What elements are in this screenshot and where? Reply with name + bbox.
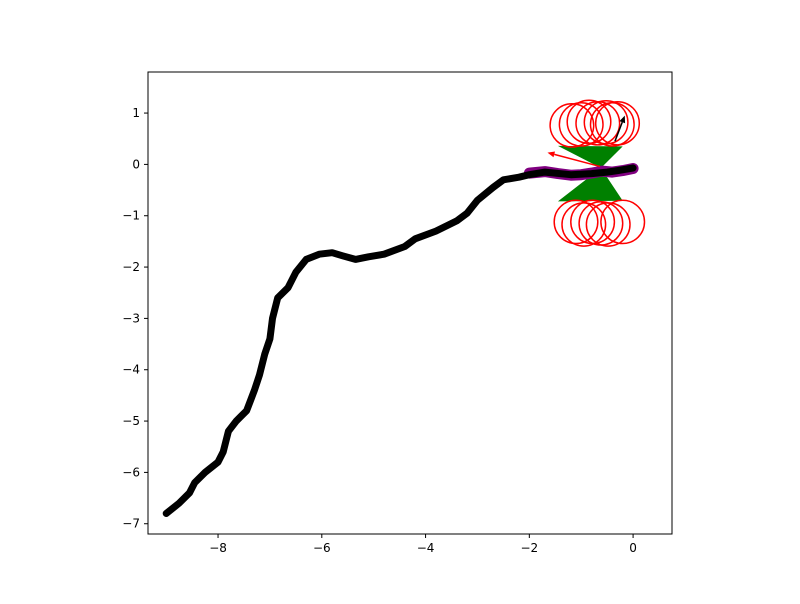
axis-ticks: −8 −6 −4 −2 0 1 0 −1 −2 −3 −4 −5 −6 −7 [122, 106, 637, 555]
plot-area [162, 99, 646, 517]
arrow-1-head [547, 151, 556, 158]
x-tick-label: −8 [209, 541, 227, 555]
obstacle-circle-8 [561, 202, 607, 247]
obstacle-circle-4 [583, 99, 629, 145]
trajectory-line [162, 164, 637, 517]
y-tick-label: −5 [122, 414, 140, 428]
x-tick-label: −6 [313, 541, 331, 555]
obstacle-circle-0 [549, 103, 595, 148]
x-tick-label: −2 [520, 541, 538, 555]
y-tick-label: −2 [122, 260, 140, 274]
x-tick-label: 0 [629, 541, 637, 555]
y-tick-label: −1 [122, 209, 140, 223]
y-tick-label: 1 [132, 106, 140, 120]
y-tick-label: −4 [122, 363, 140, 377]
arrow-0-shaft [614, 121, 623, 142]
obstacle-circle-6 [594, 100, 641, 146]
y-tick-label: −6 [122, 465, 140, 479]
x-tick-label: −4 [417, 541, 435, 555]
y-tick-label: 0 [132, 157, 140, 171]
arrow-0-head [619, 115, 626, 124]
obstacle-circle-7 [553, 199, 599, 245]
arrow-1-shaft [554, 153, 601, 168]
obstacle-circle-12 [600, 199, 646, 245]
obstacle-circle-1 [558, 102, 604, 147]
y-tick-label: −3 [122, 311, 140, 325]
obstacle-circle-11 [585, 202, 631, 247]
y-tick-label: −7 [122, 517, 140, 531]
axes-frame [147, 71, 673, 535]
cone-upper [557, 145, 623, 168]
cone-lower [557, 167, 623, 202]
